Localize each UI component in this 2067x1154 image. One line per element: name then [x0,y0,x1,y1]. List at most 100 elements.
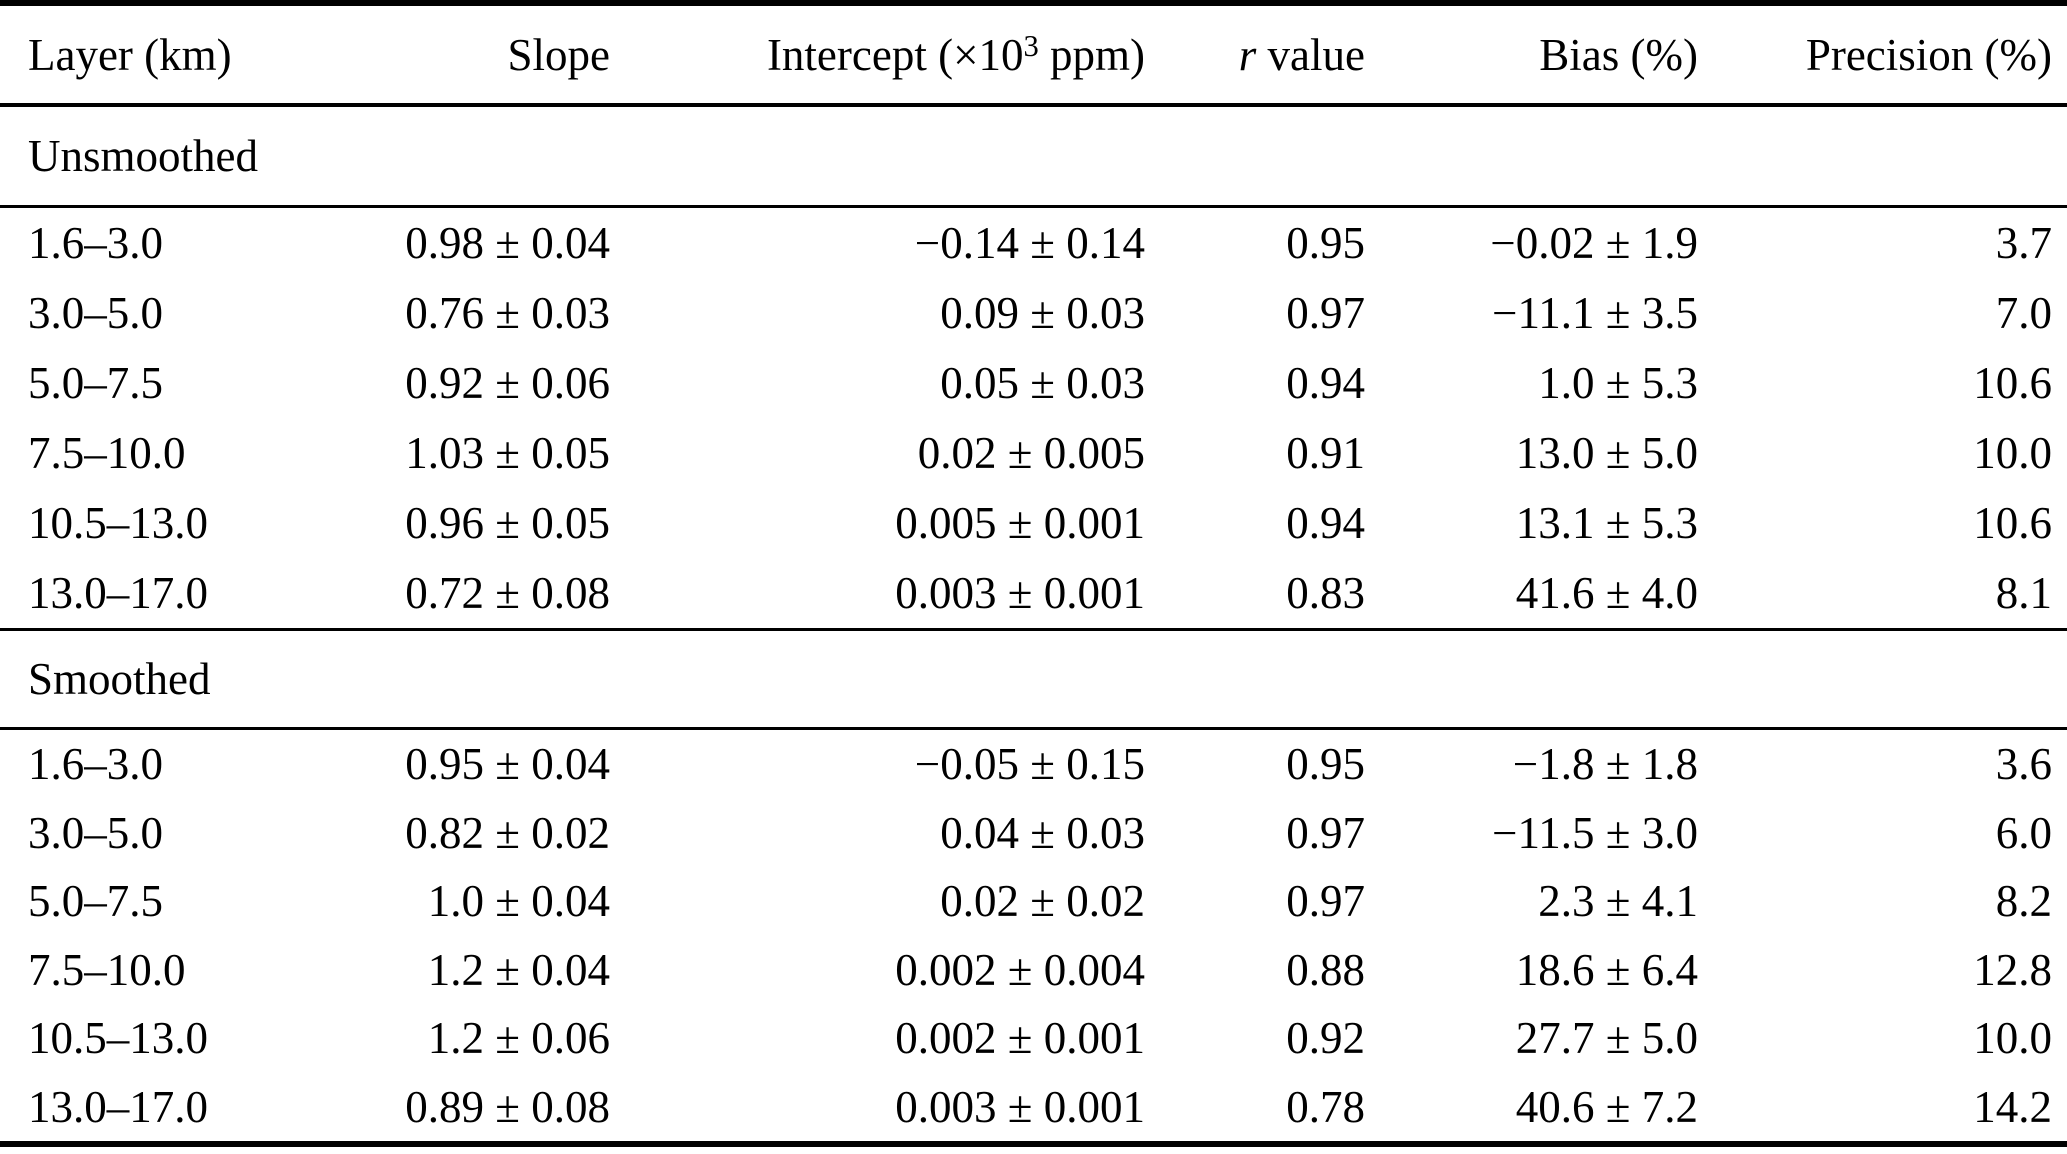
intercept-label-prefix: Intercept (×10 [766,29,1024,80]
cell-r-value: 0.91 [1286,428,1365,478]
section-header-unsmoothed: Unsmoothed [0,107,2052,205]
cell-precision: 3.7 [1995,218,2052,268]
cell-slope: 0.82 ± 0.02 [405,807,610,858]
cell-slope: 0.98 ± 0.04 [405,218,610,268]
table-row: 13.0–17.0 0.89 ± 0.08 0.003 ± 0.001 0.78 40.… [0,1073,2052,1142]
col-header-intercept: Intercept (×103 ppm) [610,6,1145,103]
section-divider-rule [0,727,2067,730]
cell-intercept: 0.02 ± 0.02 [940,876,1145,927]
cell-r-value: 0.97 [1286,876,1365,927]
cell-slope: 1.2 ± 0.04 [427,944,610,995]
cell-r-value: 0.78 [1286,1081,1365,1132]
cell-slope: 0.72 ± 0.08 [405,568,610,618]
cell-slope: 0.89 ± 0.08 [405,1081,610,1132]
cell-bias: 41.6 ± 4.0 [1515,568,1698,618]
table-row: 10.5–13.0 0.96 ± 0.05 0.005 ± 0.001 0.94 13.… [0,488,2052,558]
cell-precision: 7.0 [1995,288,2052,338]
col-header-precision: Precision (%) [1805,29,2052,80]
cell-bias: −11.1 ± 3.5 [1492,288,1698,338]
cell-intercept: −0.14 ± 0.14 [914,218,1145,268]
cell-slope: 1.03 ± 0.05 [405,428,610,478]
cell-layer: 7.5–10.0 [28,944,186,995]
section-divider-rule [0,628,2067,631]
col-header-r-value: r value [1145,6,1365,103]
section-title: Unsmoothed [28,131,258,181]
section-title: Smoothed [28,654,211,704]
cell-bias: 40.6 ± 7.2 [1515,1081,1698,1132]
cell-r-value: 0.95 [1286,739,1365,790]
top-rule [0,0,2067,6]
table-row: 1.6–3.0 0.95 ± 0.04 −0.05 ± 0.15 0.95 −1.8 ±… [0,730,2052,799]
cell-slope: 0.95 ± 0.04 [405,739,610,790]
cell-bias: 13.0 ± 5.0 [1515,428,1698,478]
cell-bias: 13.1 ± 5.3 [1515,498,1698,548]
cell-intercept: −0.05 ± 0.15 [914,739,1145,790]
cell-layer: 3.0–5.0 [28,807,163,858]
cell-intercept: 0.003 ± 0.001 [895,568,1145,618]
col-header-bias: Bias (%) [1539,29,1698,80]
header-divider-rule [0,103,2067,107]
cell-bias: −0.02 ± 1.9 [1490,218,1698,268]
cell-intercept: 0.003 ± 0.001 [895,1081,1145,1132]
cell-layer: 5.0–7.5 [28,876,163,927]
r-value-label-rest: value [1256,29,1365,80]
cell-intercept: 0.05 ± 0.03 [940,358,1145,408]
col-header-slope: Slope [507,29,610,80]
table-row: 13.0–17.0 0.72 ± 0.08 0.003 ± 0.001 0.83 41.… [0,558,2052,628]
bottom-rule [0,1141,2067,1147]
cell-bias: 27.7 ± 5.0 [1515,1013,1698,1064]
table-row: 5.0–7.5 1.0 ± 0.04 0.02 ± 0.02 0.97 2.3 ± 4.… [0,867,2052,936]
cell-slope: 1.0 ± 0.04 [427,876,610,927]
cell-precision: 10.6 [1973,358,2052,408]
cell-bias: −11.5 ± 3.0 [1492,807,1698,858]
cell-slope: 0.76 ± 0.03 [405,288,610,338]
cell-precision: 12.8 [1973,944,2052,995]
cell-slope: 0.96 ± 0.05 [405,498,610,548]
cell-intercept: 0.02 ± 0.005 [917,428,1145,478]
cell-bias: 1.0 ± 5.3 [1538,358,1698,408]
intercept-label-exponent: 3 [1023,28,1039,63]
cell-bias: −1.8 ± 1.8 [1512,739,1698,790]
table-row: 7.5–10.0 1.03 ± 0.05 0.02 ± 0.005 0.91 13.0 … [0,418,2052,488]
smoothed-rows: 1.6–3.0 0.95 ± 0.04 −0.05 ± 0.15 0.95 −1.8 ±… [0,730,2052,1141]
cell-intercept: 0.09 ± 0.03 [940,288,1145,338]
section-header-smoothed: Smoothed [0,631,2052,727]
cell-r-value: 0.95 [1286,218,1365,268]
cell-precision: 14.2 [1973,1081,2052,1132]
table-row: 7.5–10.0 1.2 ± 0.04 0.002 ± 0.004 0.88 18.6 … [0,936,2052,1005]
cell-slope: 0.92 ± 0.06 [405,358,610,408]
cell-intercept: 0.002 ± 0.004 [895,944,1145,995]
cell-r-value: 0.97 [1286,288,1365,338]
table-row: 3.0–5.0 0.82 ± 0.02 0.04 ± 0.03 0.97 −11.5 ±… [0,799,2052,868]
cell-r-value: 0.92 [1286,1013,1365,1064]
cell-intercept: 0.002 ± 0.001 [895,1013,1145,1064]
cell-r-value: 0.88 [1286,944,1365,995]
header-row: Layer (km) Slope Intercept (×103 ppm) r … [0,6,2052,103]
cell-layer: 10.5–13.0 [28,1013,208,1064]
cell-r-value: 0.94 [1286,358,1365,408]
cell-r-value: 0.97 [1286,807,1365,858]
cell-bias: 18.6 ± 6.4 [1515,944,1698,995]
table-row: 5.0–7.5 0.92 ± 0.06 0.05 ± 0.03 0.94 1.0 ± 5… [0,348,2052,418]
section-divider-rule [0,205,2067,208]
cell-layer: 7.5–10.0 [28,428,186,478]
cell-precision: 10.0 [1973,428,2052,478]
cell-bias: 2.3 ± 4.1 [1538,876,1698,927]
cell-precision: 6.0 [1995,807,2052,858]
unsmoothed-rows: 1.6–3.0 0.98 ± 0.04 −0.14 ± 0.14 0.95 −0.02 … [0,208,2052,628]
table-row: 1.6–3.0 0.98 ± 0.04 −0.14 ± 0.14 0.95 −0.02 … [0,208,2052,278]
cell-precision: 8.1 [1995,568,2052,618]
cell-precision: 10.0 [1973,1013,2052,1064]
intercept-label-suffix: ppm) [1038,29,1145,80]
cell-layer: 1.6–3.0 [28,739,163,790]
table-row: 3.0–5.0 0.76 ± 0.03 0.09 ± 0.03 0.97 −11.1 ±… [0,278,2052,348]
cell-layer: 1.6–3.0 [28,218,163,268]
cell-r-value: 0.83 [1286,568,1365,618]
cell-intercept: 0.04 ± 0.03 [940,807,1145,858]
r-value-label-italic: r [1238,29,1257,80]
table-row: 10.5–13.0 1.2 ± 0.06 0.002 ± 0.001 0.92 27.7… [0,1004,2052,1073]
cell-layer: 13.0–17.0 [28,568,208,618]
cell-layer: 3.0–5.0 [28,288,163,338]
cell-precision: 10.6 [1973,498,2052,548]
